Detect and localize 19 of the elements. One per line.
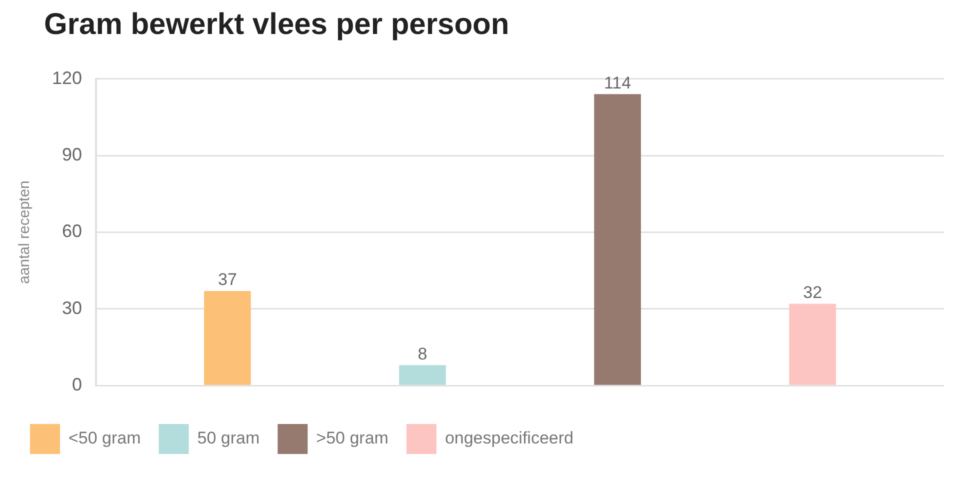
data-label: 37 xyxy=(218,270,237,290)
legend-label: ongespecificeerd xyxy=(444,428,574,448)
bar xyxy=(399,365,446,385)
legend-label: 50 gram xyxy=(197,428,260,448)
data-label: 8 xyxy=(418,344,428,364)
bar xyxy=(789,304,836,385)
data-label: 114 xyxy=(604,73,632,92)
y-tick-label: 60 xyxy=(62,221,82,242)
y-tick-label: 90 xyxy=(62,144,82,164)
data-label: 32 xyxy=(803,282,822,302)
y-tick-label: 30 xyxy=(62,298,82,318)
chart-title: Gram bewerkt vlees per persoon xyxy=(44,8,510,42)
legend-label: >50 gram xyxy=(316,428,388,448)
bar xyxy=(594,94,641,385)
y-tick-label: 120 xyxy=(52,68,82,88)
y-axis-title: aantal recepten xyxy=(16,180,34,284)
legend-label: <50 gram xyxy=(68,428,141,448)
y-tick-label: 0 xyxy=(72,374,82,395)
bar xyxy=(204,291,251,385)
